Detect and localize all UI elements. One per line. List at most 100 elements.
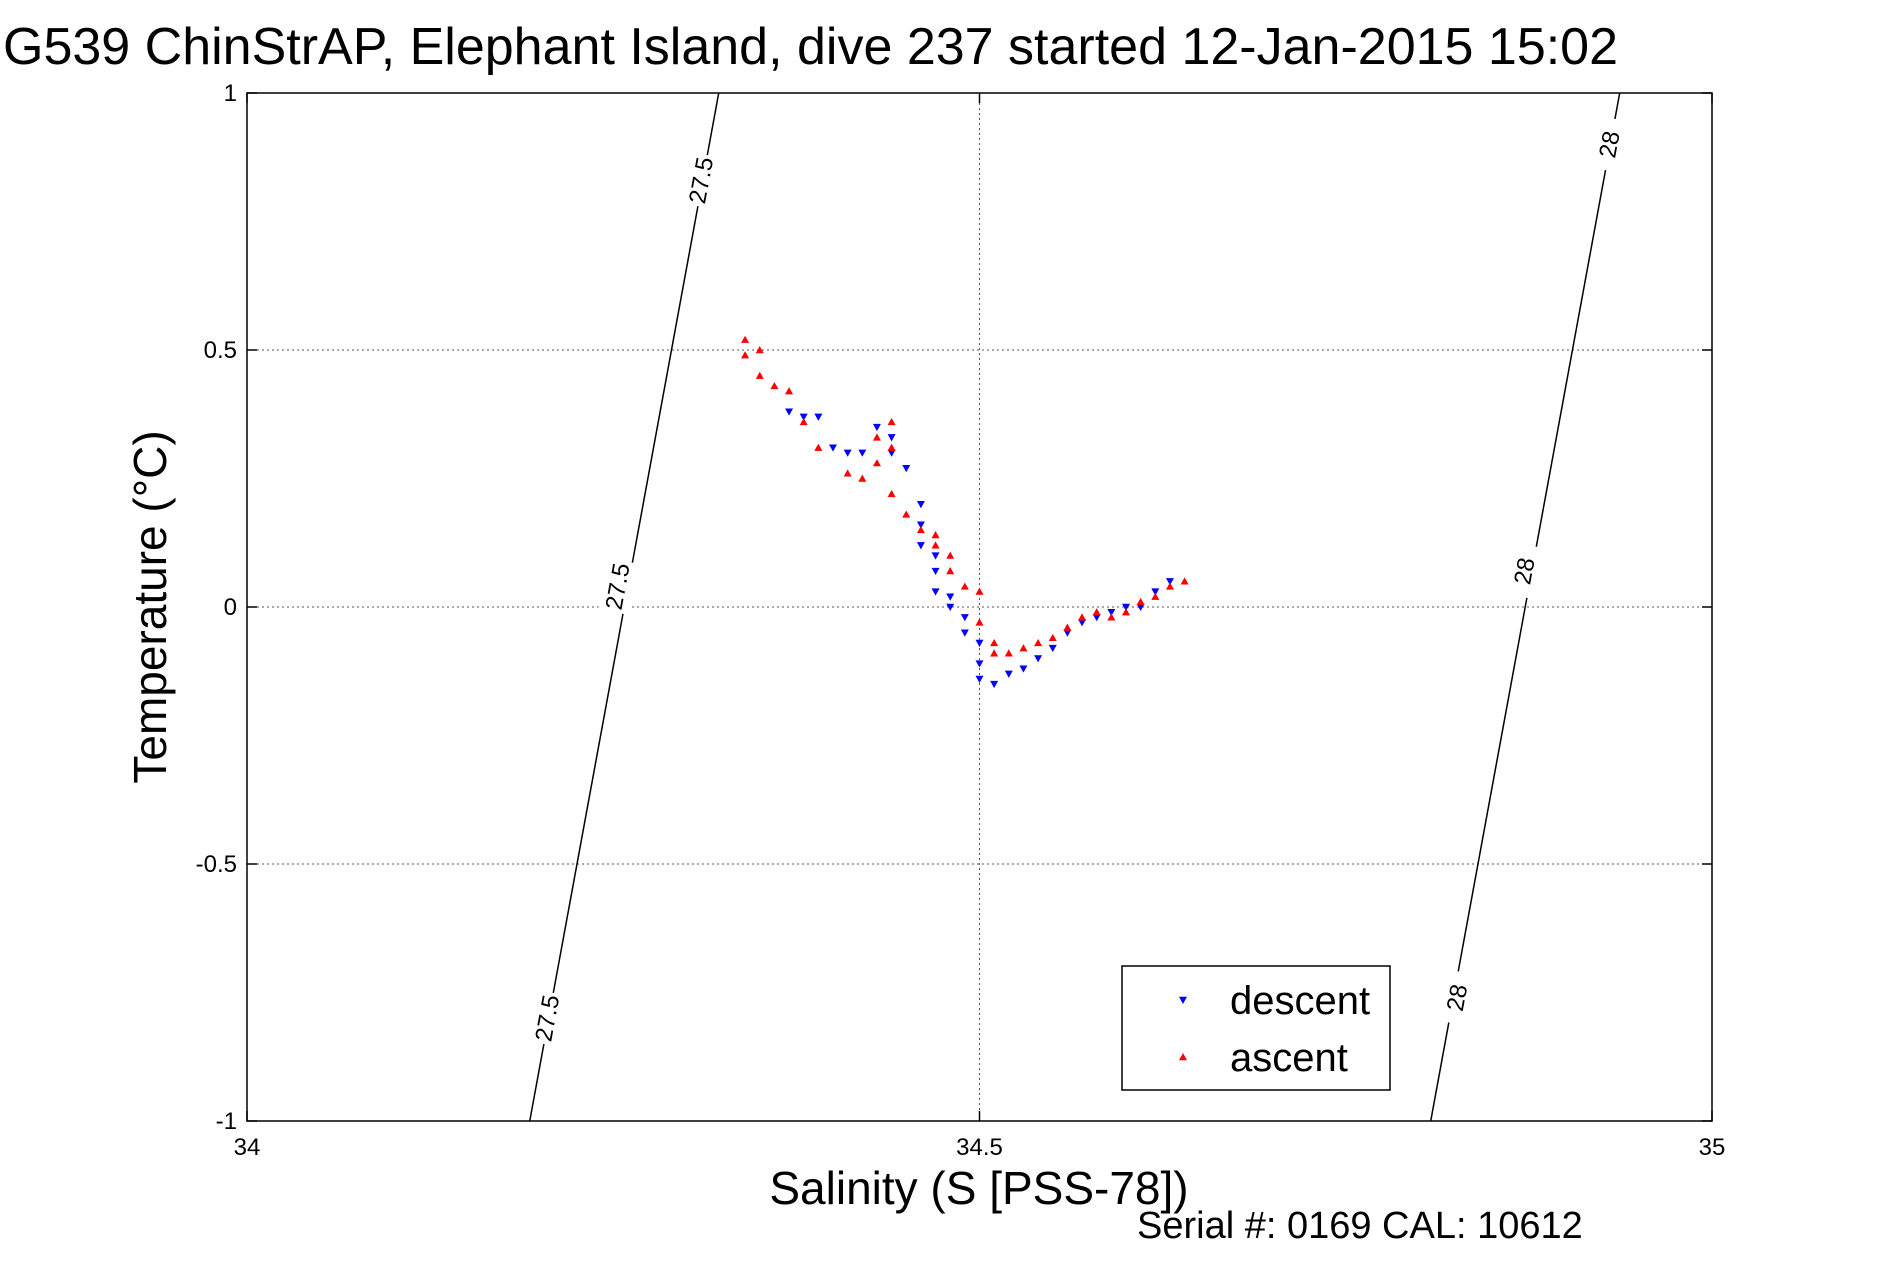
isopycnal-label-bg (681, 152, 721, 209)
descent-point (916, 501, 925, 509)
descent-point (1107, 608, 1116, 617)
descent-point (975, 639, 984, 647)
descent-point (975, 660, 984, 668)
x-tick-label: 34 (234, 1134, 261, 1161)
y-axis-label: Temperature (°C) (124, 430, 176, 783)
descent-point (1048, 644, 1057, 653)
ascent-point (887, 443, 896, 451)
descent-point (946, 593, 955, 601)
ascent-point (990, 638, 999, 647)
ascent-point (755, 371, 764, 379)
ascent-point (931, 541, 940, 549)
x-tick-label: 34.5 (956, 1134, 1003, 1161)
ascent-point (1034, 638, 1043, 647)
ascent-point (1165, 582, 1174, 590)
isopycnal-label: 28 (1594, 129, 1625, 160)
ascent-point (1180, 577, 1189, 585)
descent-point (931, 552, 940, 560)
serial-cal-note: Serial #: 0169 CAL: 10612 (1137, 1205, 1583, 1247)
y-tick-label: 1 (224, 80, 237, 107)
ascent-point (1048, 633, 1057, 642)
ascent-point (975, 618, 984, 626)
ascent-point (770, 381, 779, 390)
descent-point (843, 449, 852, 457)
ascent-point (814, 443, 823, 451)
ascent-point (931, 531, 940, 539)
descent-point (887, 434, 896, 442)
isopycnal-label-bg (598, 558, 638, 615)
descent-point (990, 680, 999, 689)
descent-point (1151, 588, 1160, 596)
grid-lines (247, 93, 1712, 1121)
descent-point (960, 614, 969, 622)
chart-title: G539 ChinStrAP, Elephant Island, dive 23… (3, 18, 1619, 76)
isopycnal-label: 28 (1442, 982, 1473, 1013)
ascent-point (1063, 623, 1072, 631)
ascent-point (887, 417, 896, 426)
legend-marker-ascent (1179, 1053, 1187, 1061)
isopycnal-label-bg (1437, 969, 1477, 1026)
ascent-point (872, 459, 881, 467)
ascent-point (946, 551, 955, 559)
isopycnal-label-bg (1505, 542, 1544, 600)
isopycnal-label-bg (1589, 116, 1629, 173)
descent-point (887, 449, 896, 457)
ascent-point (916, 525, 925, 534)
ascent-point (1107, 613, 1116, 621)
y-tick-label: 0 (224, 594, 237, 621)
ascent-point (858, 474, 867, 482)
descent-point (1004, 670, 1013, 678)
ascent-point (1019, 644, 1028, 652)
ascent-point (1078, 613, 1087, 621)
descent-point (946, 603, 955, 611)
isopycnal-label: 28 (1509, 556, 1540, 587)
ascent-point (946, 567, 955, 575)
ascent-point (843, 469, 852, 477)
descent-point (1136, 603, 1145, 611)
ascent-point (755, 346, 764, 354)
descent-point (902, 465, 911, 473)
ascent-point (960, 582, 969, 590)
legend-label-ascent: ascent (1230, 1036, 1348, 1080)
x-tick-label: 35 (1699, 1134, 1726, 1161)
legend-label-descent: descent (1230, 979, 1370, 1023)
descent-point (916, 521, 925, 529)
ascent-point (799, 417, 808, 426)
data-points (741, 335, 1189, 689)
descent-point (785, 408, 794, 416)
descent-point (1019, 665, 1028, 673)
y-tick-label: -1 (216, 1108, 237, 1135)
axis-ticks: 34 34.5 35 -1 -0.5 0 0.5 1 (196, 80, 1726, 1161)
descent-point (872, 423, 881, 432)
ascent-point (741, 335, 750, 343)
descent-point (858, 449, 867, 457)
descent-point (1122, 603, 1130, 611)
ascent-point (1004, 649, 1013, 657)
descent-point (916, 542, 925, 550)
descent-point (1034, 655, 1043, 663)
y-tick-label: -0.5 (196, 851, 237, 878)
legend-box (1121, 965, 1391, 1091)
ascent-point (990, 649, 999, 657)
descent-point (975, 675, 984, 683)
y-tick-label: 0.5 (204, 337, 237, 364)
ascent-point (1136, 597, 1145, 606)
ascent-point (887, 489, 896, 498)
descent-point (1078, 619, 1087, 627)
ascent-point (902, 510, 911, 518)
ascent-point (741, 351, 750, 359)
legend-marker-descent (1179, 996, 1187, 1004)
descent-point (814, 413, 823, 421)
ascent-point (975, 587, 984, 595)
ascent-point (872, 433, 881, 441)
ascent-point (1122, 608, 1130, 616)
ascent-point (1092, 608, 1101, 616)
isopycnal-label-bg (527, 989, 567, 1047)
descent-point (1092, 614, 1101, 622)
ascent-point (1151, 592, 1160, 600)
descent-point (1063, 629, 1072, 637)
descent-point (960, 629, 969, 637)
descent-point (931, 588, 940, 596)
